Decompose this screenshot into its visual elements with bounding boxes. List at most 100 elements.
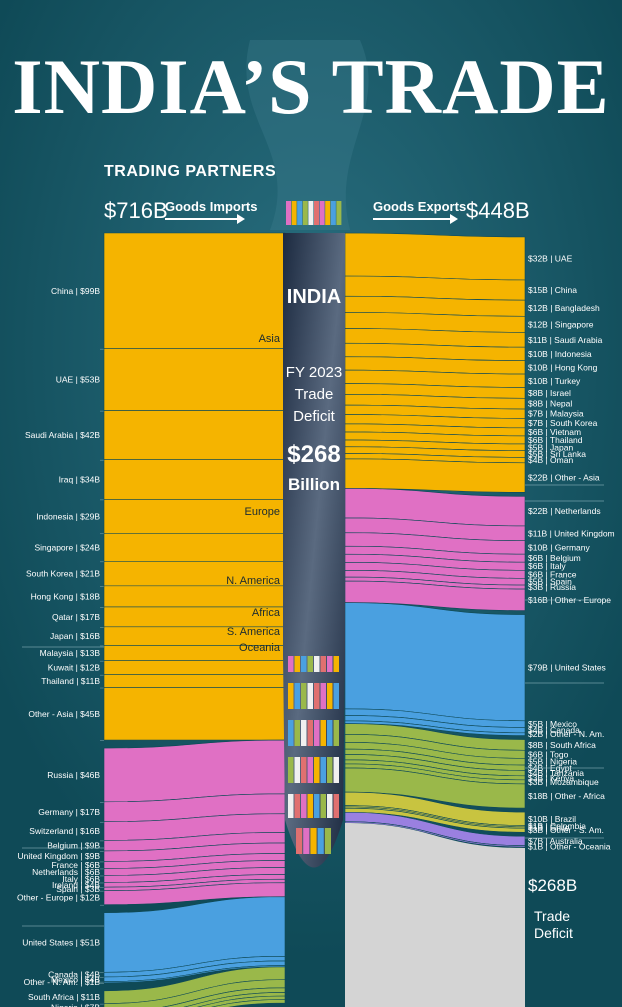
import-label-singapore-24b: Singapore | $24B — [34, 542, 100, 552]
container-icon — [327, 720, 333, 746]
export-label-1b-colombia: $1B | Colombia — [528, 821, 586, 831]
container-icon — [327, 683, 333, 709]
import-label-other-n-am-1b: Other - N. Am. | $1B — [24, 977, 101, 987]
exports-label: Goods Exports — [373, 199, 467, 214]
container-icon — [333, 683, 339, 709]
import-label-uae-53b: UAE | $53B — [56, 375, 101, 385]
export-label-6b-togo: $6B | Togo — [528, 749, 569, 759]
export-label-6b-france: $6B | France — [528, 569, 577, 579]
container-icon — [297, 201, 303, 225]
import-label-spain-3b: Spain | $3B — [56, 884, 100, 894]
import-label-indonesia-29b: Indonesia | $29B — [36, 511, 100, 521]
container-icon — [296, 828, 303, 854]
export-label-6b-thailand: $6B | Thailand — [528, 435, 583, 445]
import-flow-mozambique-3b — [211, 999, 286, 1007]
container-icon — [330, 201, 336, 225]
import-label-kuwait-12b: Kuwait | $12B — [48, 663, 101, 673]
container-icon — [307, 656, 313, 672]
container-icon — [301, 720, 307, 746]
import-label-malaysia-13b: Malaysia | $13B — [40, 648, 101, 658]
container-icon — [310, 828, 317, 854]
import-label-mexico-4b: Mexico | $4B — [51, 974, 100, 984]
export-label-7b-south-korea: $7B | South Korea — [528, 418, 598, 428]
export-label-3b-kenya: $3B | Kenya — [528, 773, 574, 783]
export-label-10b-hong-kong: $10B | Hong Kong — [528, 362, 598, 372]
container-icon — [294, 720, 300, 746]
container-icon — [302, 201, 308, 225]
export-label-3b-mozambique: $3B | Mozambique — [528, 777, 599, 787]
center-amount: $268 — [287, 441, 340, 468]
region-label-oceania: Oceania — [239, 642, 281, 654]
export-label-32b-uae: $32B | UAE — [528, 254, 573, 264]
import-flow-kuwait-12b — [103, 660, 286, 675]
export-label-7b-malaysia: $7B | Malaysia — [528, 409, 584, 419]
container-icon — [294, 757, 300, 783]
center-text-line: Trade — [295, 386, 334, 403]
export-flow-3b-other-s-am — [344, 807, 526, 833]
import-label-russia-46b: Russia | $46B — [47, 770, 100, 780]
import-flow-hong-kong-18b — [103, 585, 286, 608]
import-flow-russia-46b — [103, 739, 286, 803]
import-label-thailand-11b: Thailand | $11B — [41, 676, 100, 686]
import-label-japan-16b: Japan | $16B — [50, 631, 100, 641]
container-icon — [336, 201, 342, 225]
export-label-10b-turkey: $10B | Turkey — [528, 376, 581, 386]
container-icon — [307, 757, 313, 783]
import-label-other-europe-12b: Other - Europe | $12B — [17, 893, 100, 903]
container-icon — [333, 720, 339, 746]
region-label-n-america: N. America — [226, 575, 281, 587]
container-icon — [327, 656, 333, 672]
container-icon — [308, 201, 314, 225]
export-label-11b-saudi-arabia: $11B | Saudi Arabia — [528, 335, 603, 345]
region-label-europe: Europe — [245, 506, 280, 518]
container-icon — [307, 683, 313, 709]
export-label-12b-singapore: $12B | Singapore — [528, 319, 594, 329]
container-icon — [314, 683, 320, 709]
export-label-10b-indonesia: $10B | Indonesia — [528, 349, 592, 359]
container-icon — [325, 201, 331, 225]
container-icon — [301, 794, 307, 818]
container-icon — [324, 828, 331, 854]
import-flow-iraq-34b — [103, 459, 286, 500]
import-flow-other-asia-45b — [103, 687, 286, 741]
container-icon — [314, 201, 319, 225]
import-flow-thailand-11b — [103, 674, 286, 688]
import-label-china-99b: China | $99B — [51, 286, 100, 296]
export-label-8b-nepal: $8B | Nepal — [528, 399, 572, 409]
export-label-22b-other-asia: $22B | Other - Asia — [528, 473, 600, 483]
export-label-4b-oman: $4B | Oman — [528, 455, 573, 465]
container-icon — [333, 757, 339, 783]
container-icon — [327, 794, 333, 818]
region-label-africa: Africa — [252, 607, 281, 619]
import-flow-saudi-arabia-42b — [103, 410, 286, 460]
import-label-canada-4b: Canada | $4B — [48, 970, 100, 980]
region-label-s-america: S. America — [227, 626, 281, 638]
container-icon — [327, 757, 333, 783]
container-icon — [307, 720, 313, 746]
export-label-4b-tanzania: $4B | Tanzania — [528, 768, 584, 778]
import-label-belgium-9b: Belgium | $9B — [47, 841, 100, 851]
export-label-8b-south-africa: $8B | South Africa — [528, 740, 596, 750]
export-label-8b-israel: $8B | Israel — [528, 388, 571, 398]
container-icon — [320, 720, 326, 746]
import-label-qatar-17b: Qatar | $17B — [52, 612, 100, 622]
imports-arrow-icon — [165, 214, 245, 224]
container-icon — [307, 794, 313, 818]
container-icon — [320, 656, 326, 672]
exports-arrow-icon — [373, 214, 458, 224]
export-flow-2b-other-n-am — [344, 720, 526, 736]
imports-label: Goods Imports — [165, 199, 258, 214]
export-label-5b-japan: $5B | Japan — [528, 442, 573, 452]
chart-subtitle: TRADING PARTNERS — [104, 163, 277, 180]
center-text-line: Deficit — [293, 408, 336, 425]
region-label-asia: Asia — [259, 333, 281, 345]
container-icon — [301, 656, 307, 672]
export-label-1b-other-oceania: $1B | Other - Oceania — [528, 841, 611, 851]
center-text-line: FY 2023 — [286, 364, 342, 381]
export-label-5b-spain: $5B | Spain — [528, 577, 572, 587]
container-icon — [314, 720, 320, 746]
deficit-flow — [345, 823, 525, 1007]
export-label-6b-vietnam: $6B | Vietnam — [528, 427, 581, 437]
export-label-11b-united-kingdom: $11B | United Kingdom — [528, 528, 615, 538]
export-label-79b-united-states: $79B | United States — [528, 663, 606, 673]
